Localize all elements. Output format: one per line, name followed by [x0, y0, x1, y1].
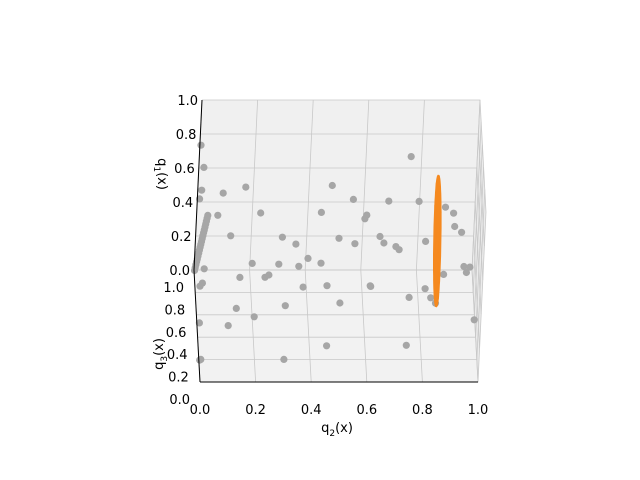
data-point-42 [367, 282, 375, 290]
y-axis-label: q3(x) [152, 338, 170, 370]
x-axis-label: q2(x) [321, 421, 353, 439]
z-tick-4: 0.8 [176, 128, 197, 143]
data-point-67 [385, 197, 393, 205]
data-point-83 [427, 294, 435, 302]
data-point-61 [242, 183, 250, 191]
data-point-57 [275, 260, 283, 268]
data-point-70 [421, 285, 429, 293]
data-point-47 [323, 342, 331, 350]
z-tick-5: 1.0 [177, 94, 198, 109]
data-point-71 [422, 237, 430, 245]
data-point-77 [462, 268, 470, 277]
y-tick-3: 0.6 [166, 326, 187, 341]
data-point-54 [227, 232, 235, 240]
data-point-69 [415, 197, 423, 205]
data-point-73 [441, 203, 450, 211]
back-pane [194, 100, 480, 270]
data-point-32 [281, 302, 289, 310]
data-point-76 [460, 262, 468, 271]
data-point-28 [197, 141, 205, 149]
z-axis-label: q1(x) [151, 158, 169, 190]
x-tick-3: 0.6 [356, 403, 377, 418]
y-axis-line [193, 269, 201, 383]
y-tick-0: 0.0 [169, 393, 190, 408]
data-point-37 [336, 299, 344, 307]
data-point-66 [395, 246, 403, 254]
data-point-24 [198, 186, 206, 194]
data-point-44 [236, 273, 244, 281]
data-point-58 [328, 181, 336, 190]
data-point-29 [200, 265, 208, 273]
data-point-80 [440, 270, 448, 278]
data-point-53 [304, 254, 312, 262]
data-point-59 [376, 232, 384, 241]
y-tick-4: 0.8 [165, 303, 186, 318]
wireframe-surface [433, 174, 442, 308]
data-point-35 [295, 262, 303, 270]
data-point-26 [198, 279, 206, 287]
data-point-81 [407, 153, 415, 161]
data-point-38 [351, 240, 359, 248]
wireframe-spoke-4 [436, 211, 442, 242]
data-point-64 [363, 211, 371, 219]
data-point-63 [317, 208, 325, 216]
grid-line-z-5 [202, 99, 487, 213]
data-point-33 [248, 259, 256, 267]
data-point-45 [299, 283, 307, 291]
axis-lines [193, 99, 478, 383]
data-point-60 [214, 211, 222, 219]
x-tick-0: 0.0 [190, 403, 211, 418]
x-tick-5: 1.0 [468, 403, 489, 418]
data-point-55 [349, 195, 357, 203]
x-tick-1: 0.2 [245, 403, 266, 418]
data-point-84 [402, 341, 410, 349]
data-point-21 [196, 356, 204, 364]
z-tick-3: 0.6 [174, 162, 195, 177]
data-point-22 [195, 319, 203, 327]
data-point-74 [451, 222, 459, 231]
data-point-62 [219, 189, 227, 197]
z-axis-line [193, 99, 203, 271]
z-tick-1: 0.2 [171, 230, 192, 245]
data-point-79 [466, 263, 474, 271]
data-point-48 [224, 322, 232, 330]
y-tick-5: 1.0 [163, 281, 184, 296]
data-point-39 [323, 282, 331, 290]
z-tick-2: 0.4 [173, 196, 194, 211]
data-point-51 [292, 240, 300, 248]
side-pane [472, 100, 486, 382]
data-point-52 [257, 209, 265, 217]
data-point-49 [250, 313, 258, 321]
data-point-41 [380, 239, 388, 247]
data-point-78 [470, 316, 478, 324]
tick-labels: 0.0 0.2 0.4 0.6 0.8 1.0 0.0 0.2 0.4 0.6 0.8 1.0 0.0 0… [163, 94, 488, 418]
wireframe-spoke-11 [433, 236, 439, 242]
data-point-30 [232, 304, 240, 312]
data-point-75 [450, 209, 458, 217]
y-tick-1: 0.2 [168, 371, 189, 386]
data-point-23 [200, 163, 208, 171]
wireframe-spoke-10 [433, 240, 439, 271]
data-point-34 [278, 233, 286, 241]
x-tick-2: 0.4 [301, 403, 322, 418]
scatter-points [190, 141, 478, 364]
x-tick-4: 0.8 [412, 403, 433, 418]
data-point-36 [317, 259, 325, 267]
data-point-82 [458, 228, 466, 236]
z-tick-0: 0.0 [169, 264, 190, 279]
data-point-46 [280, 355, 288, 363]
y-tick-2: 0.4 [167, 348, 188, 363]
data-point-68 [405, 293, 413, 301]
data-point-43 [265, 271, 273, 279]
data-point-50 [335, 234, 343, 242]
